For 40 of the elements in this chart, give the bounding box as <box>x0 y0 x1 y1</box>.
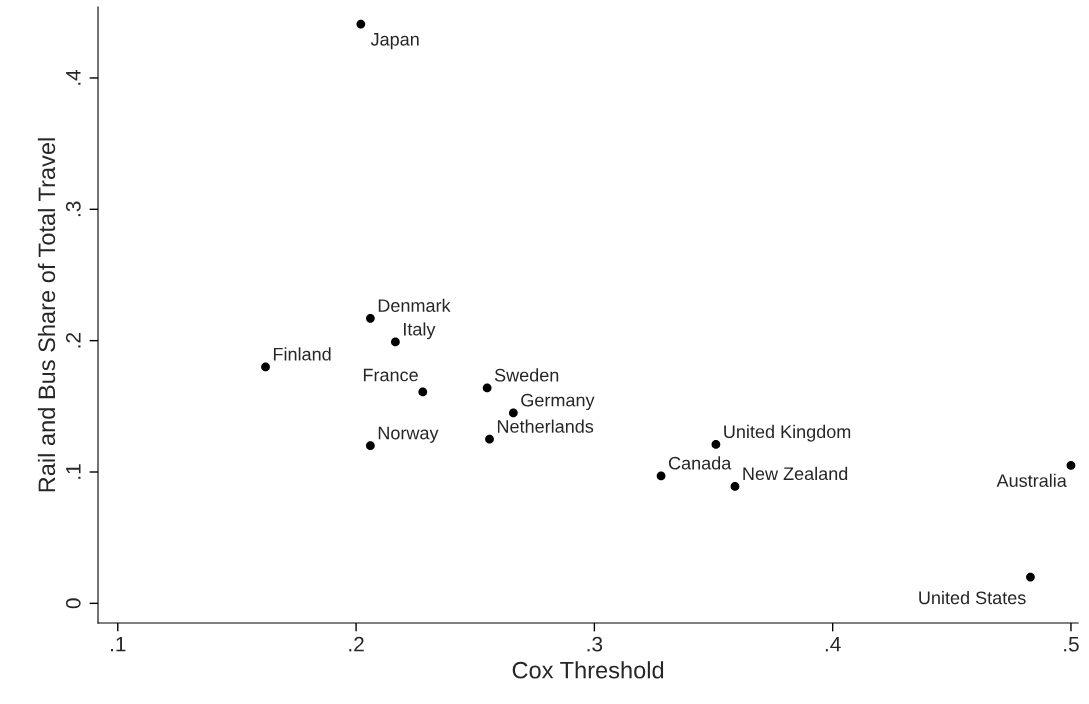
point <box>656 471 666 481</box>
y-tick-label: .2 <box>65 333 81 348</box>
point <box>356 19 366 29</box>
x-axis-title: Cox Threshold <box>512 661 664 679</box>
point <box>261 362 270 372</box>
annotation: Netherlands <box>497 419 594 433</box>
y-tick-label: 0 <box>65 598 81 609</box>
annotation: Norway <box>378 426 439 443</box>
point <box>508 408 518 418</box>
point <box>365 313 375 323</box>
x-tick-label: .4 <box>825 637 841 652</box>
annotation: Finland <box>273 347 331 361</box>
x-tick-label: .2 <box>349 636 364 652</box>
point <box>482 383 492 393</box>
annotation: Canada <box>668 456 732 470</box>
annotation: Japan <box>370 33 419 50</box>
x-tick-label: .1 <box>111 637 126 652</box>
annotation: Denmark <box>378 298 451 312</box>
annotation: Australia <box>996 473 1067 488</box>
x-tick-label: .5 <box>1064 637 1079 652</box>
point <box>1066 461 1076 470</box>
annotation: United Kingdom <box>724 424 851 442</box>
point <box>485 434 494 444</box>
annotation: Sweden <box>494 368 559 382</box>
annotation: France <box>363 368 418 382</box>
y-tick-label: .3 <box>65 201 81 217</box>
point <box>391 337 400 347</box>
y-tick-label: .4 <box>66 69 81 85</box>
point <box>365 441 375 451</box>
point <box>730 482 740 491</box>
point <box>1026 572 1035 582</box>
y-axis-title: Rail and Bus Share of Total Travel <box>37 138 56 492</box>
y-tick-label: .1 <box>66 464 81 479</box>
annotation: Italy <box>404 322 436 340</box>
x-tick-label: .3 <box>587 636 603 652</box>
annotation: Germany <box>521 393 595 411</box>
annotation: United States <box>919 590 1026 605</box>
point <box>418 387 428 397</box>
annotation: New Zealand <box>743 466 848 481</box>
point <box>711 440 721 449</box>
